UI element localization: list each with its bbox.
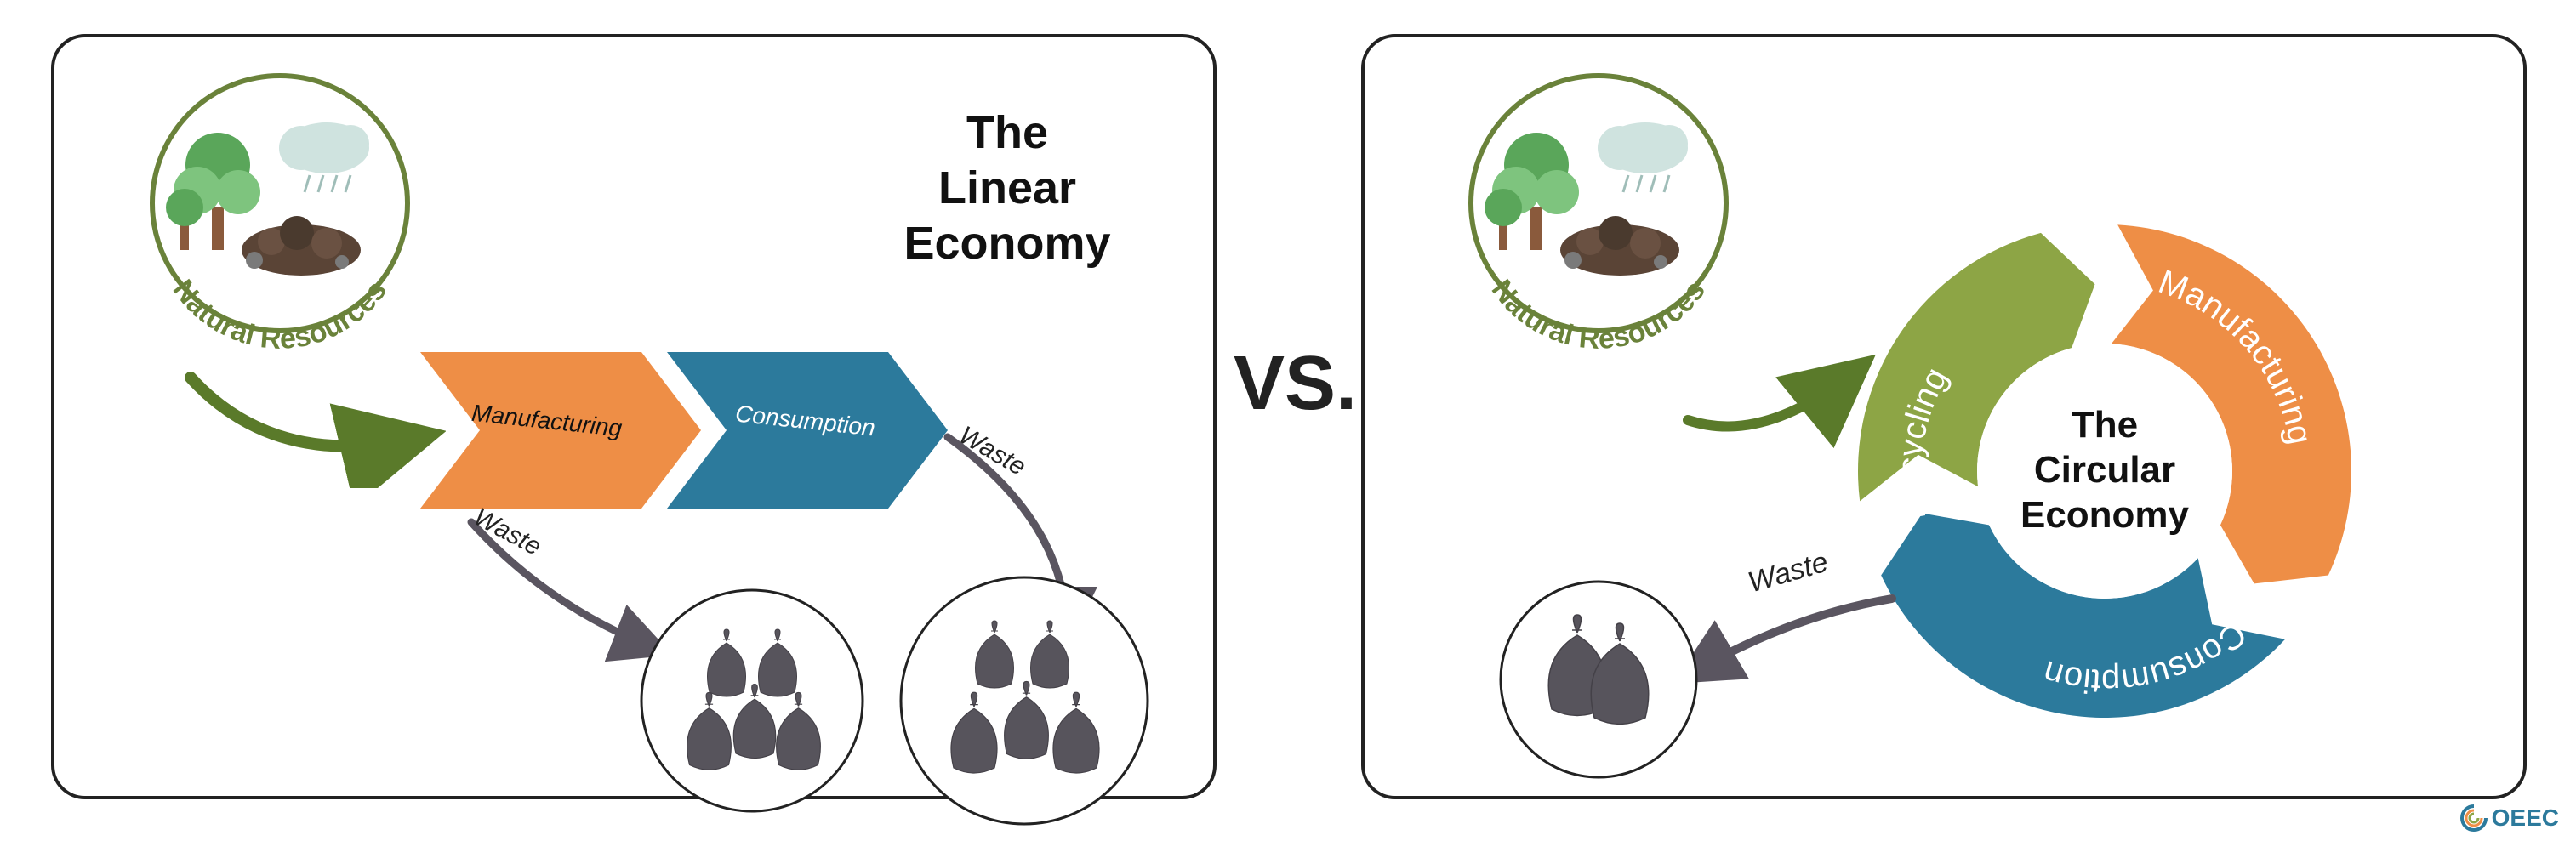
linear-title-text: TheLinearEconomy	[903, 107, 1110, 269]
vs-label: VS.	[1234, 340, 1357, 428]
panel-circular: Natural Resources Manufacturing Consumpt…	[1361, 34, 2527, 799]
logo-swirl-icon	[2459, 804, 2488, 832]
waste-badge-2	[897, 573, 1152, 828]
linear-title: TheLinearEconomy	[846, 105, 1169, 270]
arrow-inflow-linear	[174, 352, 446, 488]
logo-text: OEEC	[2492, 804, 2559, 832]
waste-badge-circular	[1492, 573, 1705, 786]
panel-linear: TheLinearEconomy	[51, 34, 1217, 799]
circular-title: TheCircularEconomy	[1994, 403, 2215, 537]
circular-title-text: TheCircularEconomy	[2020, 404, 2189, 536]
logo-oeec: OEEC	[2459, 804, 2559, 832]
waste-badge-1	[637, 586, 867, 815]
